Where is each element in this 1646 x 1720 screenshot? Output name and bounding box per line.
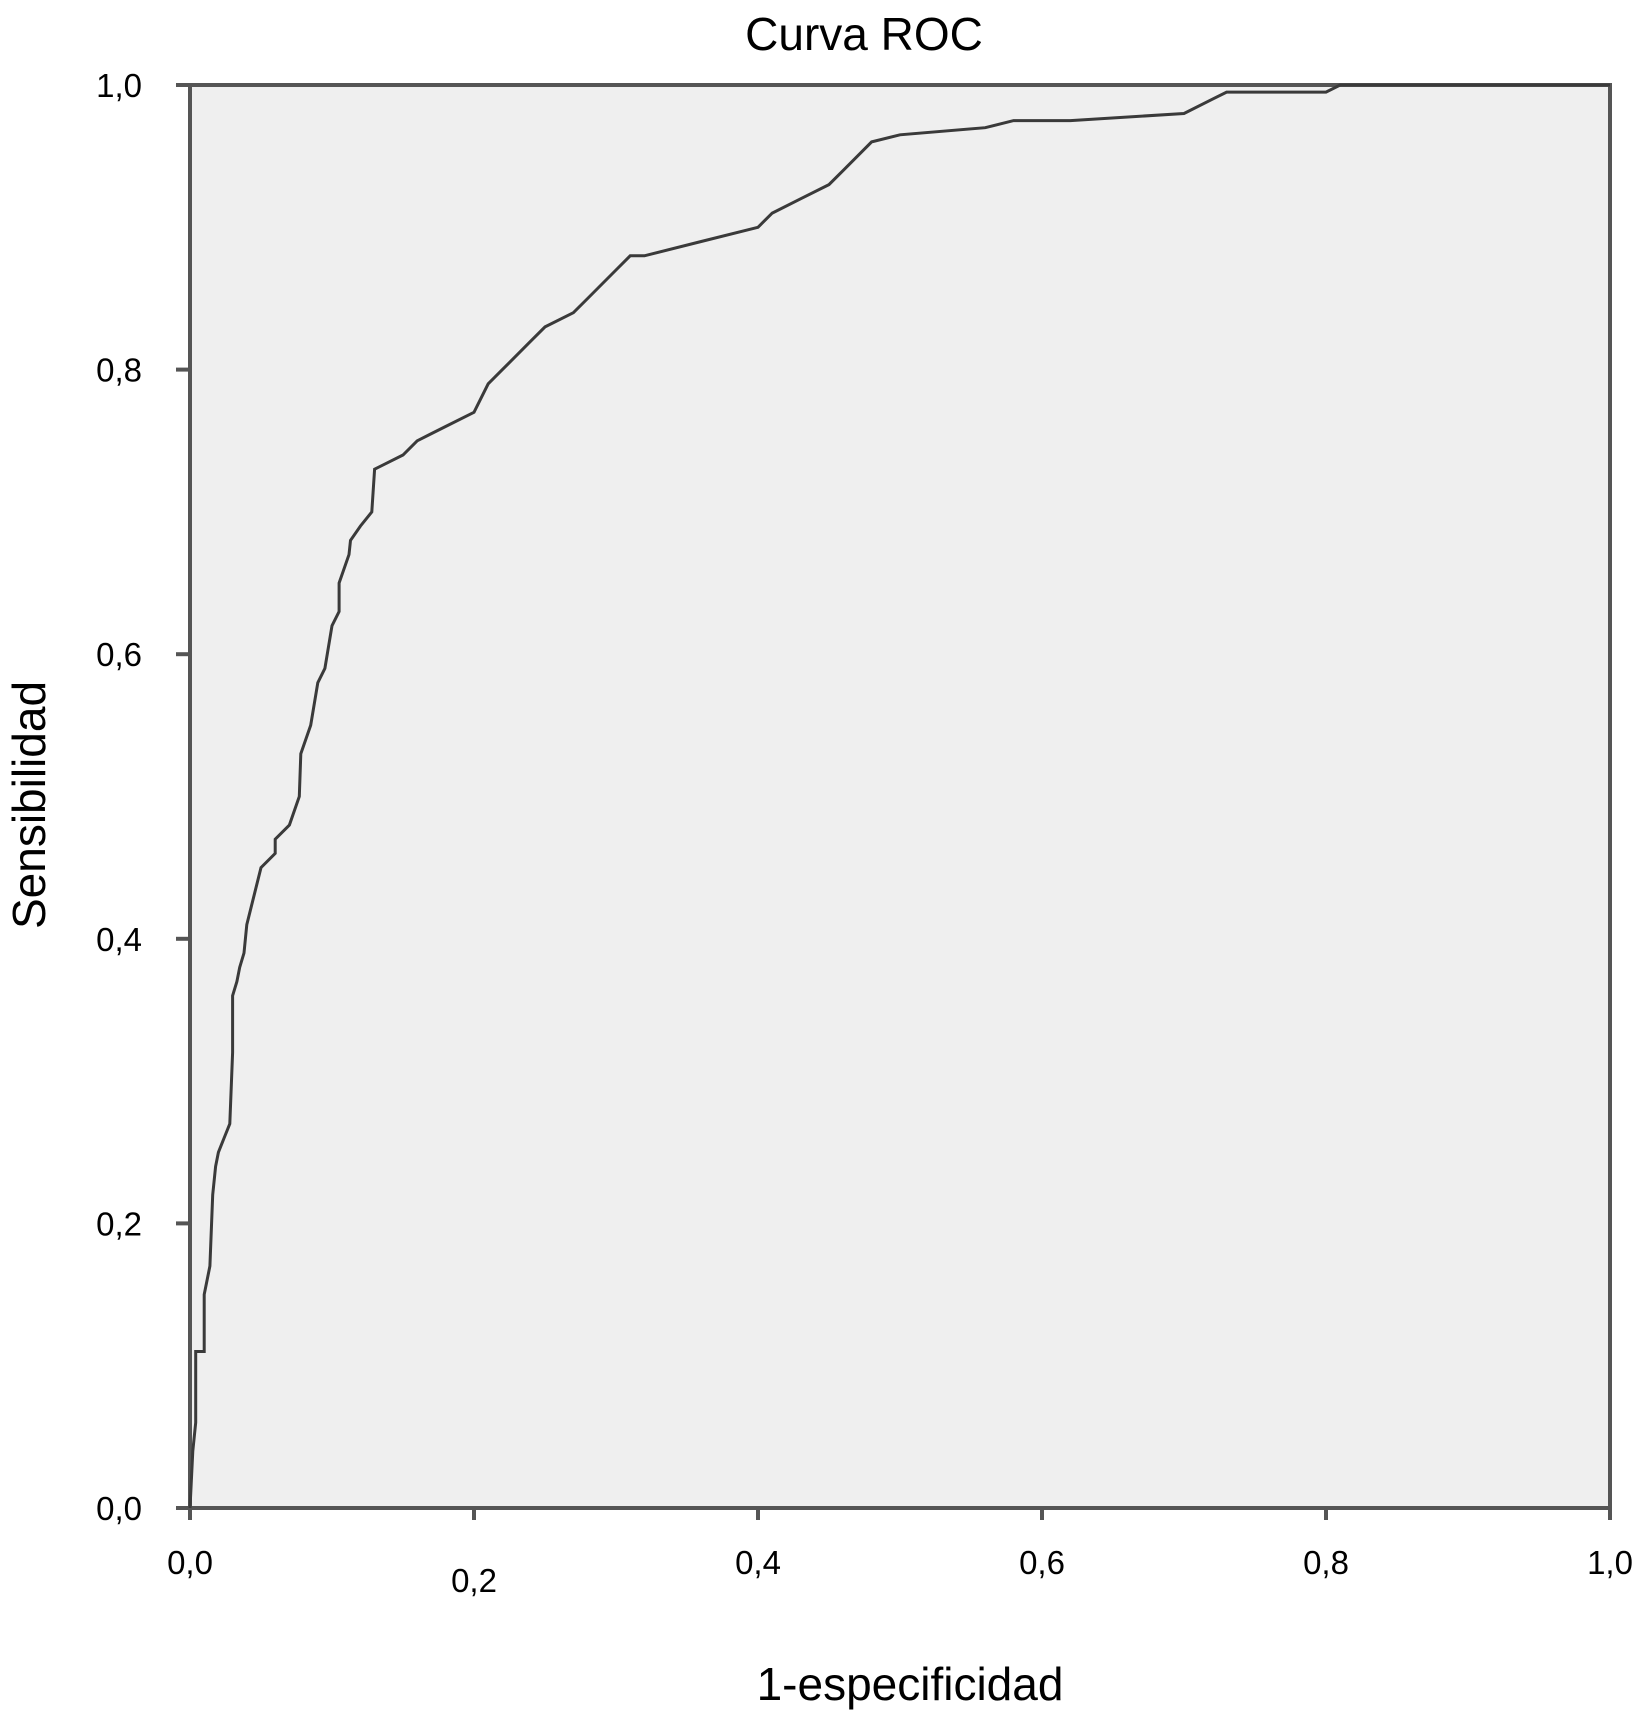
x-tick-label: 0,4 <box>735 1544 781 1581</box>
x-tick-label: 0,2 <box>451 1562 497 1599</box>
plot-area <box>188 83 1612 1510</box>
y-tick-label: 0,4 <box>96 921 142 958</box>
x-tick-label: 1,0 <box>1587 1544 1633 1581</box>
axis-ticks: 0,0 0,2 0,4 0,6 0,8 1,0 0,0 0,2 0,4 0,6 0,8 1,0 <box>96 67 1633 1599</box>
chart-title: Curva ROC <box>745 8 983 60</box>
y-tick-label: 0,2 <box>96 1205 142 1242</box>
x-tick-label: 0,6 <box>1019 1544 1065 1581</box>
y-axis-label: Sensibilidad <box>3 681 55 929</box>
y-tick-label: 0,6 <box>96 636 142 673</box>
x-tick-label: 0,0 <box>167 1544 213 1581</box>
y-tick-label: 0,8 <box>96 352 142 389</box>
y-tick-label: 0,0 <box>96 1490 142 1527</box>
x-tick-label: 0,8 <box>1303 1544 1349 1581</box>
y-tick-label: 1,0 <box>96 67 142 104</box>
roc-curve <box>188 83 1610 1509</box>
x-axis-label: 1-especificidad <box>757 1658 1064 1710</box>
